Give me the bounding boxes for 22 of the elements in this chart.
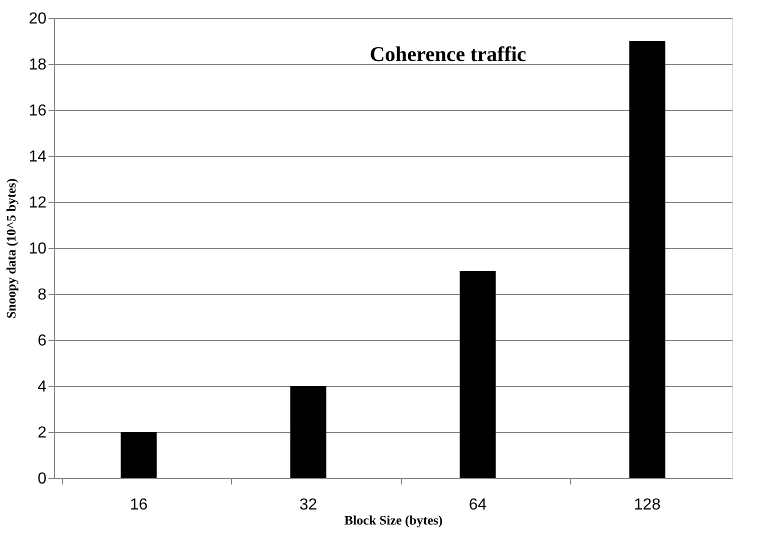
y-tick-label: 6 [38, 332, 47, 350]
y-tick-label: 2 [38, 424, 47, 442]
y-tick-label: 12 [28, 194, 47, 212]
bar [629, 41, 666, 478]
y-tick-label: 20 [28, 10, 47, 28]
y-tick-label: 4 [38, 378, 47, 396]
y-tick-label: 0 [38, 470, 47, 488]
x-axis-title: Block Size (bytes) [344, 512, 443, 528]
y-tick-label: 16 [28, 102, 47, 120]
y-tick-label: 18 [28, 56, 47, 74]
bar [120, 432, 157, 478]
y-tick-label: 10 [28, 240, 47, 258]
text: Coherence traffic [370, 42, 526, 66]
y-axis-title: Snoopy data (10^5 bytes) [4, 178, 19, 319]
y-tick-label: 8 [38, 286, 47, 304]
x-tick-label: 16 [130, 496, 148, 514]
x-tick-label: 128 [634, 496, 661, 514]
bar [290, 386, 326, 478]
y-tick-label: 14 [28, 148, 47, 166]
x-tick-label: 32 [299, 496, 318, 514]
bar [460, 271, 496, 478]
x-tick-label: 64 [468, 496, 487, 514]
